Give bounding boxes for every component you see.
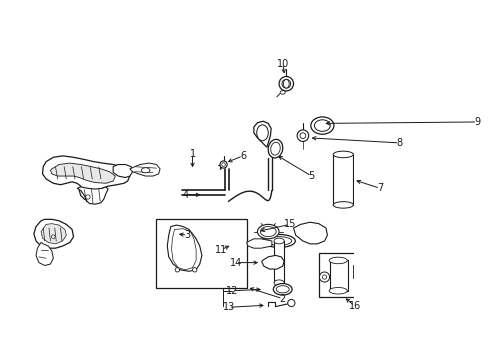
Text: 12: 12 — [225, 286, 238, 296]
Text: 8: 8 — [396, 138, 402, 148]
Ellipse shape — [270, 142, 280, 155]
Bar — [332, 154, 353, 205]
Polygon shape — [129, 163, 160, 176]
Polygon shape — [246, 239, 271, 248]
Ellipse shape — [328, 257, 346, 264]
Circle shape — [192, 268, 197, 272]
Bar — [268, 302, 275, 312]
Polygon shape — [171, 229, 196, 270]
Ellipse shape — [268, 310, 275, 314]
Polygon shape — [253, 121, 271, 147]
Text: 9: 9 — [473, 117, 480, 127]
Ellipse shape — [273, 280, 284, 286]
Polygon shape — [41, 224, 66, 244]
Ellipse shape — [273, 284, 291, 295]
Ellipse shape — [260, 226, 276, 237]
Polygon shape — [167, 225, 202, 271]
Text: 14: 14 — [229, 258, 242, 267]
Circle shape — [300, 133, 305, 139]
Circle shape — [220, 161, 227, 168]
Ellipse shape — [280, 91, 285, 94]
Text: 7: 7 — [376, 183, 383, 193]
Circle shape — [322, 275, 326, 279]
Circle shape — [287, 300, 294, 307]
Polygon shape — [77, 187, 108, 204]
Polygon shape — [50, 163, 115, 183]
Bar — [318, 253, 367, 297]
Polygon shape — [34, 219, 73, 248]
Bar — [353, 265, 361, 279]
Circle shape — [221, 163, 225, 166]
Ellipse shape — [332, 151, 353, 158]
Ellipse shape — [314, 120, 329, 131]
Text: 5: 5 — [308, 171, 314, 181]
Circle shape — [279, 77, 293, 91]
Polygon shape — [293, 222, 327, 244]
Bar — [156, 219, 246, 288]
Circle shape — [297, 130, 308, 141]
Ellipse shape — [256, 125, 268, 141]
Ellipse shape — [283, 80, 288, 88]
Ellipse shape — [267, 139, 282, 158]
Circle shape — [282, 80, 290, 88]
Ellipse shape — [276, 286, 288, 293]
Polygon shape — [261, 255, 284, 269]
Text: 2: 2 — [279, 294, 285, 304]
Circle shape — [51, 235, 55, 238]
Bar — [329, 260, 347, 291]
Text: 15: 15 — [283, 219, 296, 229]
Polygon shape — [113, 165, 132, 177]
Circle shape — [85, 195, 90, 199]
Text: 11: 11 — [215, 245, 227, 255]
Ellipse shape — [328, 288, 346, 294]
Ellipse shape — [141, 168, 150, 173]
Text: 4: 4 — [182, 190, 188, 200]
Text: 13: 13 — [222, 302, 234, 312]
Circle shape — [319, 272, 329, 282]
Text: 3: 3 — [184, 230, 190, 240]
Circle shape — [175, 268, 179, 272]
Text: 10: 10 — [276, 59, 288, 68]
Polygon shape — [36, 242, 53, 265]
Bar — [273, 241, 284, 283]
Text: 6: 6 — [240, 151, 245, 161]
Ellipse shape — [273, 238, 284, 244]
Ellipse shape — [263, 234, 295, 247]
Ellipse shape — [332, 202, 353, 208]
Text: 1: 1 — [189, 149, 195, 159]
Ellipse shape — [266, 237, 291, 245]
Ellipse shape — [257, 224, 279, 239]
Polygon shape — [42, 156, 129, 201]
Text: 16: 16 — [348, 301, 360, 311]
Ellipse shape — [310, 117, 333, 134]
